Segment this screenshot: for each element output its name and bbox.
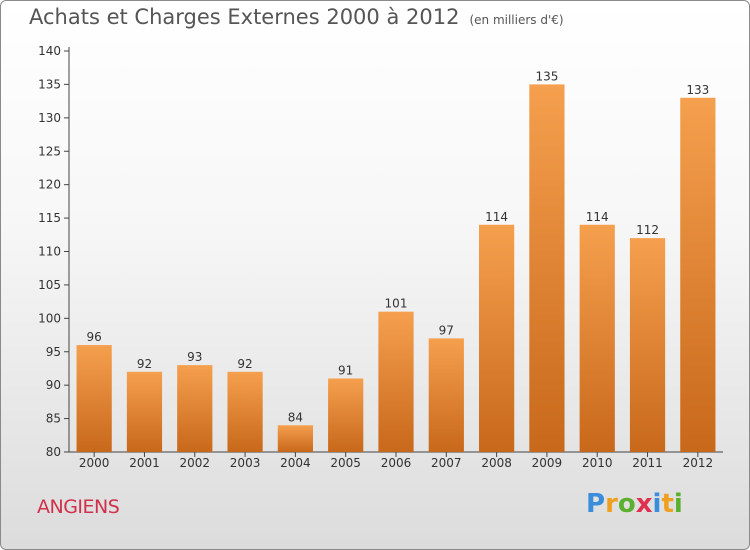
x-tick-label: 2008 bbox=[481, 456, 512, 470]
bar bbox=[227, 371, 263, 452]
bar bbox=[529, 84, 565, 453]
y-tick-label: 95 bbox=[46, 345, 61, 359]
title-text: Achats et Charges Externes 2000 à 2012 bbox=[29, 5, 460, 29]
bar-value-label: 93 bbox=[187, 350, 202, 364]
commune-name: ANGIENS bbox=[37, 496, 120, 518]
y-tick-label: 110 bbox=[38, 245, 61, 259]
bar bbox=[479, 224, 515, 452]
bar-value-label: 92 bbox=[237, 357, 252, 371]
logo-letter: o bbox=[617, 489, 636, 519]
bar bbox=[328, 378, 364, 452]
bars: 96 92 93 92 84 91 101 97 114 135 114 112 133 bbox=[76, 69, 716, 453]
x-tick-label: 2011 bbox=[632, 456, 663, 470]
bar bbox=[629, 238, 666, 452]
y-tick-label: 80 bbox=[46, 445, 61, 459]
x-tick-label: 2000 bbox=[79, 456, 110, 470]
x-tick-label: 2007 bbox=[431, 456, 462, 470]
bar-value-label: 97 bbox=[439, 323, 454, 337]
y-tick-label: 130 bbox=[38, 111, 61, 125]
bar bbox=[378, 311, 414, 452]
x-tick-label: 2012 bbox=[683, 456, 714, 470]
chart-subtitle: (en milliers d'€) bbox=[469, 13, 564, 27]
bar bbox=[428, 338, 464, 452]
bar-value-label: 92 bbox=[137, 357, 152, 371]
bar bbox=[76, 345, 112, 452]
y-tick-label: 90 bbox=[46, 378, 61, 392]
x-tick-label: 2004 bbox=[280, 456, 311, 470]
x-tick-label: 2002 bbox=[179, 456, 210, 470]
x-tick-label: 2010 bbox=[582, 456, 613, 470]
logo-letter: t bbox=[661, 489, 674, 519]
y-tick-label: 120 bbox=[38, 178, 61, 192]
x-tick-label: 2006 bbox=[381, 456, 412, 470]
bar bbox=[579, 224, 615, 452]
bar bbox=[277, 425, 313, 452]
bar-value-label: 101 bbox=[385, 297, 408, 311]
x-tick-label: 2005 bbox=[330, 456, 361, 470]
bar-value-label: 114 bbox=[485, 210, 508, 224]
logo-letter: x bbox=[635, 489, 653, 519]
y-tick-label: 140 bbox=[38, 44, 61, 58]
bar bbox=[177, 365, 213, 452]
bar-value-label: 114 bbox=[586, 210, 609, 224]
y-tick-label: 125 bbox=[38, 144, 61, 158]
y-tick-label: 105 bbox=[38, 278, 61, 292]
chart-title: Achats et Charges Externes 2000 à 2012 (e… bbox=[29, 5, 564, 29]
bar bbox=[126, 371, 163, 452]
x-tick-label: 2009 bbox=[532, 456, 563, 470]
bar-value-label: 112 bbox=[636, 223, 659, 237]
y-tick-label: 115 bbox=[38, 211, 61, 225]
bar bbox=[680, 97, 716, 453]
bar-value-label: 133 bbox=[686, 83, 709, 97]
logo-letter: i bbox=[673, 489, 683, 519]
y-tick-label: 100 bbox=[38, 311, 61, 325]
y-tick-label: 85 bbox=[46, 412, 61, 426]
bar-value-label: 135 bbox=[535, 69, 558, 83]
logo-letter: i bbox=[652, 489, 662, 519]
logo-letter: r bbox=[605, 489, 618, 519]
x-tick-label: 2001 bbox=[129, 456, 160, 470]
x-tick-label: 2003 bbox=[230, 456, 261, 470]
proxiti-logo: Proxiti bbox=[586, 489, 683, 519]
axes: 80 85 90 95 100 105 110 115 120 125 130 135 140 2000 2… bbox=[38, 44, 723, 470]
bar-value-label: 84 bbox=[288, 410, 303, 424]
logo-letter: P bbox=[586, 489, 606, 519]
bar-value-label: 96 bbox=[87, 330, 102, 344]
y-tick-label: 135 bbox=[38, 77, 61, 91]
bar-value-label: 91 bbox=[338, 363, 353, 377]
